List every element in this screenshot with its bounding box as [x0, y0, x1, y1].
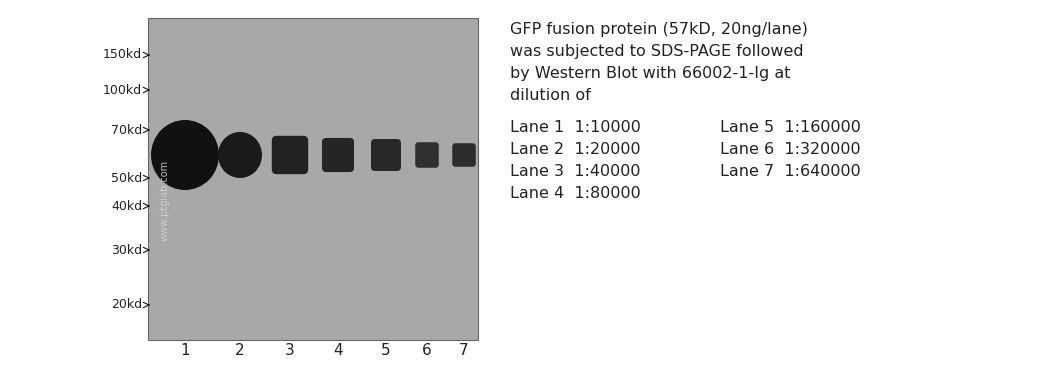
Text: Lane 3  1:40000: Lane 3 1:40000	[510, 164, 640, 179]
Text: 50kd: 50kd	[111, 172, 142, 185]
Text: Lane 5  1:160000: Lane 5 1:160000	[720, 120, 861, 135]
Ellipse shape	[218, 132, 262, 178]
Ellipse shape	[151, 120, 219, 190]
FancyBboxPatch shape	[415, 142, 439, 168]
Text: 40kd: 40kd	[111, 199, 142, 213]
Bar	[148, 18, 479, 340]
Text: Lane 4  1:80000: Lane 4 1:80000	[510, 186, 640, 201]
Text: was subjected to SDS-PAGE followed: was subjected to SDS-PAGE followed	[510, 44, 803, 59]
Text: Lane 6  1:320000: Lane 6 1:320000	[720, 142, 861, 157]
FancyBboxPatch shape	[371, 139, 401, 171]
Text: Lane 1  1:10000: Lane 1 1:10000	[510, 120, 640, 135]
Text: 30kd: 30kd	[111, 243, 142, 257]
Text: 70kd: 70kd	[111, 124, 142, 136]
Text: GFP fusion protein (57kD, 20ng/lane): GFP fusion protein (57kD, 20ng/lane)	[510, 22, 808, 37]
Text: www.ptglab.com: www.ptglab.com	[160, 160, 170, 241]
Text: 7: 7	[459, 343, 469, 358]
FancyBboxPatch shape	[322, 138, 354, 172]
FancyBboxPatch shape	[272, 136, 308, 174]
Text: Lane 2  1:20000: Lane 2 1:20000	[510, 142, 640, 157]
Text: 4: 4	[333, 343, 343, 358]
Text: Lane 7  1:640000: Lane 7 1:640000	[720, 164, 861, 179]
Text: dilution of: dilution of	[510, 88, 591, 103]
Text: 2: 2	[236, 343, 245, 358]
Text: 150kd: 150kd	[103, 49, 142, 61]
Text: by Western Blot with 66002-1-Ig at: by Western Blot with 66002-1-Ig at	[510, 66, 791, 81]
FancyBboxPatch shape	[453, 143, 475, 167]
Text: 3: 3	[285, 343, 295, 358]
Text: 100kd: 100kd	[103, 83, 142, 97]
Text: 5: 5	[381, 343, 391, 358]
Text: 1: 1	[181, 343, 190, 358]
Text: 6: 6	[422, 343, 432, 358]
Text: 20kd: 20kd	[111, 299, 142, 312]
